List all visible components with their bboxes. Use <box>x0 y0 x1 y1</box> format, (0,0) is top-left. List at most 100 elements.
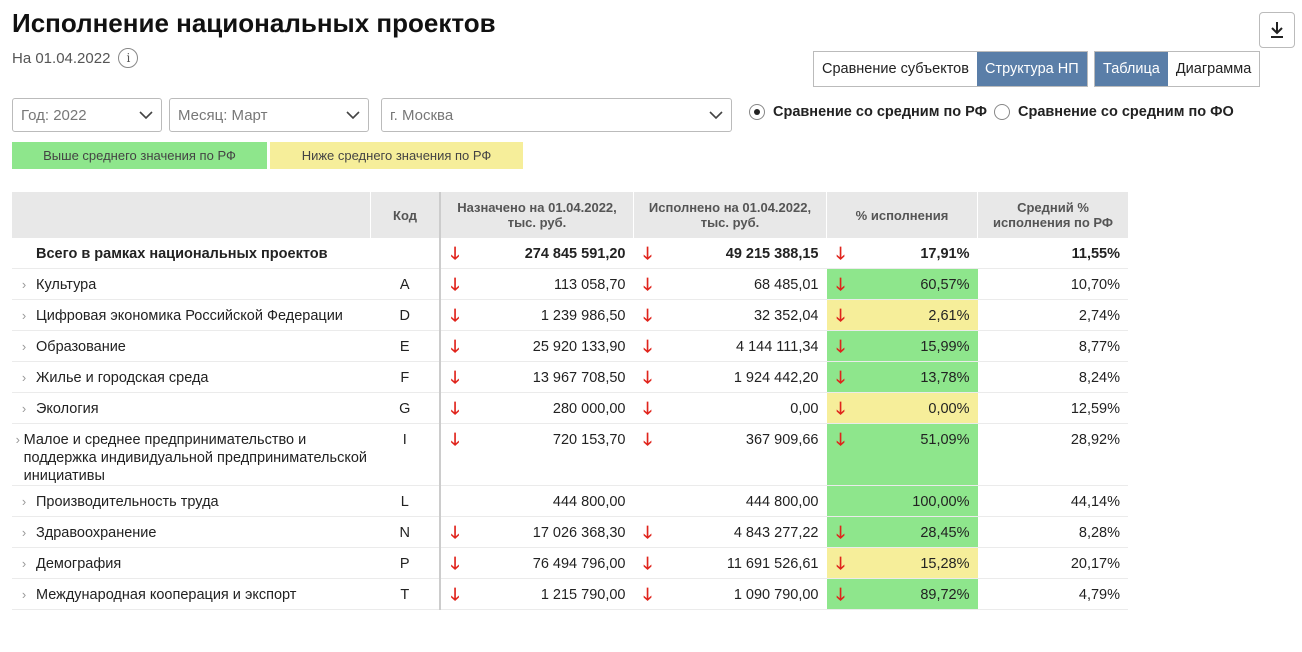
mode-toggle-group: Сравнение субъектов Структура НП <box>813 51 1088 87</box>
chevron-right-icon[interactable]: › <box>21 339 27 354</box>
row-average: 8,24% <box>1078 370 1120 386</box>
row-executed: 4 843 277,22 <box>733 525 819 541</box>
table-row[interactable]: › Образование E 🡓 25 920 133,90 🡓 4 144 111,34… <box>12 330 1128 362</box>
chevron-right-icon[interactable]: › <box>21 308 27 323</box>
arrow-down-icon: 🡓 <box>836 430 845 449</box>
row-assigned: 1 215 790,00 <box>540 587 626 603</box>
info-icon[interactable]: i <box>118 48 139 68</box>
table-row[interactable]: › Производительность труда L 444 800,00 444 … <box>12 485 1128 517</box>
radio-button-unchecked[interactable] <box>994 104 1010 120</box>
row-name: Малое и среднее предпринимательство и по… <box>23 432 367 484</box>
arrow-down-icon: 🡓 <box>450 368 460 387</box>
row-average: 28,92% <box>1070 432 1120 448</box>
row-assigned: 113 058,70 <box>554 277 626 293</box>
month-select-value: Месяц: Март <box>178 106 268 124</box>
row-average: 2,74% <box>1078 308 1120 324</box>
table-row[interactable]: › Международная кооперация и экспорт T 🡓 1 2… <box>12 578 1128 610</box>
row-name: Образование <box>36 339 126 355</box>
row-code: E <box>399 339 410 355</box>
table-row[interactable]: › Экология G 🡓 280 000,00 🡓 0,00 🡓 0,00% 12,59% <box>12 392 1128 424</box>
empty-arrow-slot <box>634 486 662 493</box>
table-row[interactable]: › Культура A 🡓 113 058,70 🡓 68 485,01 🡓 60,57% 10… <box>12 268 1128 300</box>
arrow-down-icon: 🡓 <box>450 430 460 449</box>
table-row[interactable]: › Демография P 🡓 76 494 796,00 🡓 11 691 526,61… <box>12 547 1128 579</box>
row-name: Экология <box>36 401 99 417</box>
row-executed: 4 144 111,34 <box>735 339 819 355</box>
arrow-down-icon: 🡓 <box>450 523 460 542</box>
diagram-view-button[interactable]: Диаграмма <box>1167 52 1260 86</box>
chevron-right-icon[interactable]: › <box>21 587 27 602</box>
table-row[interactable]: › Здравоохранение N 🡓 17 026 368,30 🡓 4 843 27… <box>12 516 1128 548</box>
download-button[interactable] <box>1259 12 1295 48</box>
arrow-down-icon: 🡓 <box>643 430 652 449</box>
arrow-down-icon: 🡓 <box>450 554 460 573</box>
year-select[interactable]: Год: 2022 <box>12 98 162 132</box>
row-assigned: 444 800,00 <box>552 494 626 510</box>
row-percent: 17,91% <box>920 246 970 262</box>
chevron-right-icon[interactable]: › <box>21 525 27 540</box>
table-row[interactable]: › Жилье и городская среда F 🡓 13 967 708,50 🡓… <box>12 361 1128 393</box>
row-executed: 0,00 <box>790 401 819 417</box>
arrow-down-icon: 🡓 <box>836 306 845 325</box>
row-executed: 32 352,04 <box>753 308 819 324</box>
arrow-down-icon: 🡓 <box>450 337 460 356</box>
legend-below-average: Ниже среднего значения по РФ <box>270 142 523 169</box>
structure-np-button[interactable]: Структура НП <box>976 52 1087 86</box>
row-executed: 444 800,00 <box>745 494 819 510</box>
chevron-right-icon[interactable]: › <box>21 401 27 416</box>
row-assigned: 17 026 368,30 <box>532 525 626 541</box>
region-select[interactable]: г. Москва <box>381 98 732 132</box>
page-title: Исполнение национальных проектов <box>12 8 496 38</box>
row-executed: 49 215 388,15 <box>725 246 819 262</box>
chevron-down-icon <box>709 111 723 119</box>
empty-arrow-slot <box>441 486 469 493</box>
arrow-down-icon: 🡓 <box>450 244 460 263</box>
row-name: Производительность труда <box>36 494 219 510</box>
row-name: Демография <box>36 556 122 572</box>
arrow-down-icon: 🡓 <box>643 275 652 294</box>
month-select[interactable]: Месяц: Март <box>169 98 369 132</box>
projects-table: Код Назначено на 01.04.2022, тыс. руб. И… <box>12 192 1128 610</box>
table-row[interactable]: › Цифровая экономика Российской Федерации… <box>12 299 1128 331</box>
chevron-down-icon <box>346 111 360 119</box>
row-percent: 13,78% <box>920 370 970 386</box>
chevron-right-icon[interactable]: › <box>15 432 20 447</box>
compare-subjects-button[interactable]: Сравнение субъектов <box>814 52 977 86</box>
table-row[interactable]: › Малое и среднее предпринимательство и п… <box>12 423 1128 486</box>
header-percent: % исполнения <box>826 192 978 238</box>
row-average: 4,79% <box>1078 587 1120 603</box>
radio-compare-rf[interactable]: Сравнение со средним по РФ <box>749 104 987 120</box>
arrow-down-icon: 🡓 <box>836 244 845 263</box>
chevron-right-icon[interactable]: › <box>21 370 27 385</box>
arrow-down-icon: 🡓 <box>643 337 652 356</box>
date-label: На 01.04.2022 i <box>12 48 139 68</box>
report-date: На 01.04.2022 <box>12 49 111 67</box>
chevron-right-icon[interactable]: › <box>21 494 27 509</box>
chevron-right-icon[interactable]: › <box>21 556 27 571</box>
row-code: F <box>400 370 410 386</box>
row-assigned: 76 494 796,00 <box>532 556 626 572</box>
row-average: 8,28% <box>1078 525 1120 541</box>
row-percent: 60,57% <box>920 277 970 293</box>
radio-button-checked[interactable] <box>749 104 765 120</box>
radio-compare-fo[interactable]: Сравнение со средним по ФО <box>994 104 1234 120</box>
chevron-right-icon[interactable]: › <box>21 277 27 292</box>
table-row-total: Всего в рамках национальных проектов 🡓 2… <box>12 238 1128 269</box>
row-average: 44,14% <box>1070 494 1120 510</box>
header-code: Код <box>370 192 441 238</box>
row-executed: 11 691 526,61 <box>726 556 819 572</box>
header-executed: Исполнено на 01.04.2022, тыс. руб. <box>633 192 827 238</box>
row-code: I <box>402 432 407 448</box>
row-name: Цифровая экономика Российской Федерации <box>36 308 343 324</box>
region-select-value: г. Москва <box>390 106 454 124</box>
row-executed: 1 924 442,20 <box>733 370 819 386</box>
row-average: 20,17% <box>1070 556 1120 572</box>
row-code: L <box>400 494 409 510</box>
row-assigned: 13 967 708,50 <box>532 370 626 386</box>
arrow-down-icon: 🡓 <box>643 399 652 418</box>
row-executed: 68 485,01 <box>753 277 819 293</box>
table-view-button[interactable]: Таблица <box>1095 52 1168 86</box>
arrow-down-icon: 🡓 <box>643 585 652 604</box>
row-name: Жилье и городская среда <box>36 370 209 386</box>
row-assigned: 1 239 986,50 <box>540 308 626 324</box>
